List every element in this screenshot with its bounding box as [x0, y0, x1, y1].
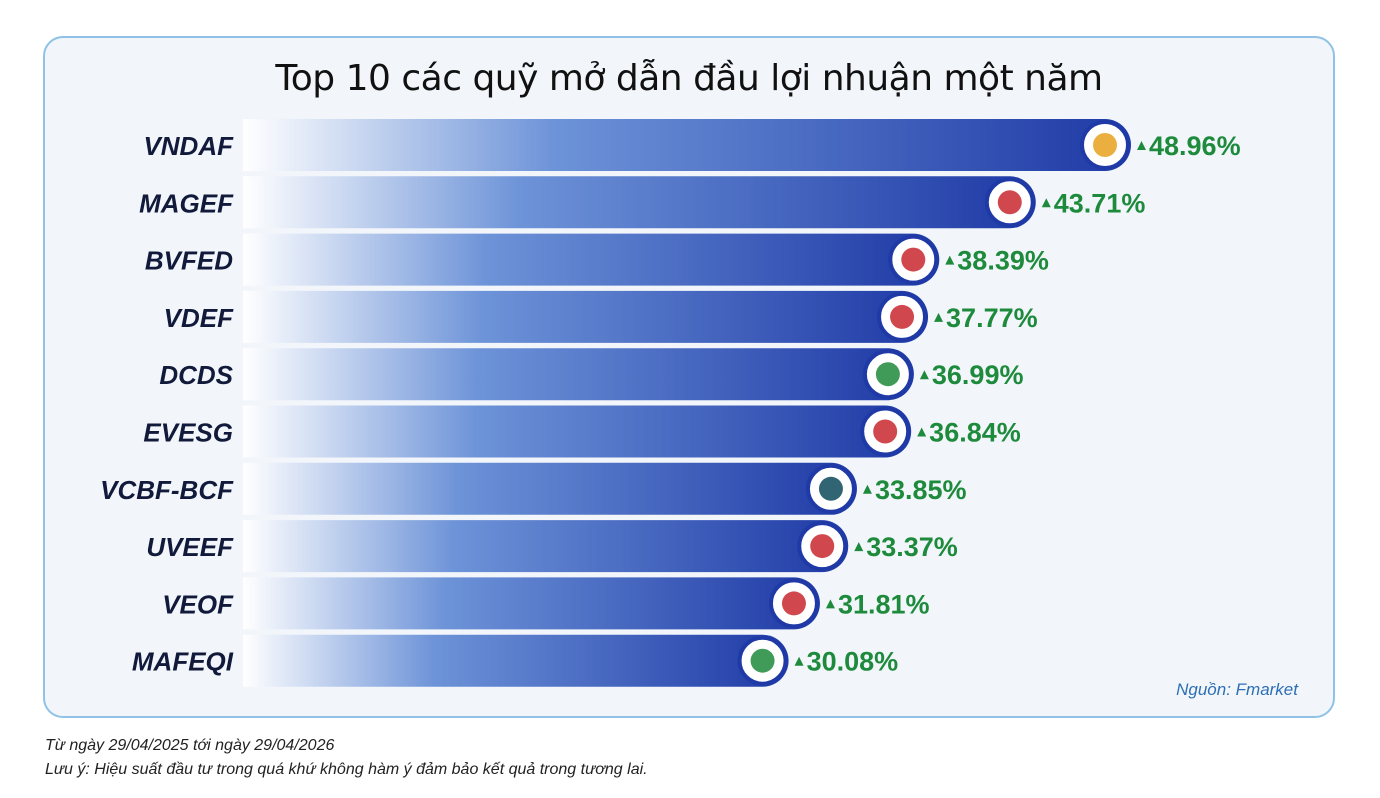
bar-vcbf-bcf: [243, 462, 857, 515]
source-label: Nguồn: Fmarket: [1176, 680, 1298, 699]
value-label: 33.85%: [875, 475, 967, 505]
value-label: 43.71%: [1054, 188, 1146, 218]
value-label: 36.84%: [929, 418, 1021, 448]
up-arrow-icon: [1041, 198, 1051, 208]
up-arrow-icon: [919, 370, 929, 380]
up-arrow-icon: [917, 427, 927, 437]
value-label: 33.37%: [866, 532, 958, 562]
bar-magef: [243, 176, 1036, 229]
value-label: 37.77%: [946, 303, 1038, 333]
up-arrow-icon: [794, 656, 804, 666]
category-label: MAGEF: [139, 188, 234, 218]
bar-veof: [243, 577, 820, 630]
value-label: 30.08%: [807, 647, 899, 677]
bar-uveef: [243, 520, 849, 573]
up-arrow-icon: [854, 542, 864, 552]
bar-mafeqi: [243, 634, 789, 687]
bar-dcds: [243, 348, 914, 401]
date-range-note: Từ ngày 29/04/2025 tới ngày 29/04/2026: [45, 737, 335, 754]
bar-bvfed: [243, 233, 940, 286]
value-label: 48.96%: [1149, 131, 1241, 161]
logo-mark: [901, 247, 926, 272]
category-label: UVEEF: [146, 532, 234, 562]
category-label: VEOF: [162, 589, 234, 619]
logo-mark: [818, 476, 843, 501]
bar-vndaf: [243, 119, 1131, 171]
value-label: 36.99%: [932, 360, 1024, 390]
bar-vdef: [243, 290, 929, 343]
category-label: VDEF: [164, 303, 234, 333]
category-label: DCDS: [159, 360, 233, 390]
up-arrow-icon: [945, 255, 955, 265]
up-arrow-icon: [934, 312, 944, 322]
logo-mark: [750, 648, 775, 673]
category-label: VNDAF: [143, 131, 234, 161]
logo-mark: [781, 591, 806, 616]
logo-mark: [1093, 133, 1117, 157]
up-arrow-icon: [825, 599, 835, 609]
logo-mark: [810, 534, 835, 559]
category-label: VCBF-BCF: [100, 475, 234, 505]
category-label: EVESG: [143, 418, 233, 448]
chart-title: Top 10 các quỹ mở dẫn đầu lợi nhuận một …: [275, 58, 1103, 99]
logo-mark: [890, 304, 915, 329]
category-label: MAFEQI: [132, 647, 234, 677]
category-label: BVFED: [145, 246, 233, 276]
logo-mark: [875, 362, 900, 387]
value-label: 31.81%: [838, 589, 930, 619]
up-arrow-icon: [1137, 141, 1146, 150]
logo-mark: [997, 190, 1022, 215]
value-label: 38.39%: [957, 246, 1049, 276]
logo-mark: [873, 419, 898, 444]
disclaimer-note: Lưu ý: Hiệu suất đầu tư trong quá khứ kh…: [45, 761, 648, 778]
bar-evesg: [243, 405, 912, 458]
up-arrow-icon: [862, 484, 872, 494]
